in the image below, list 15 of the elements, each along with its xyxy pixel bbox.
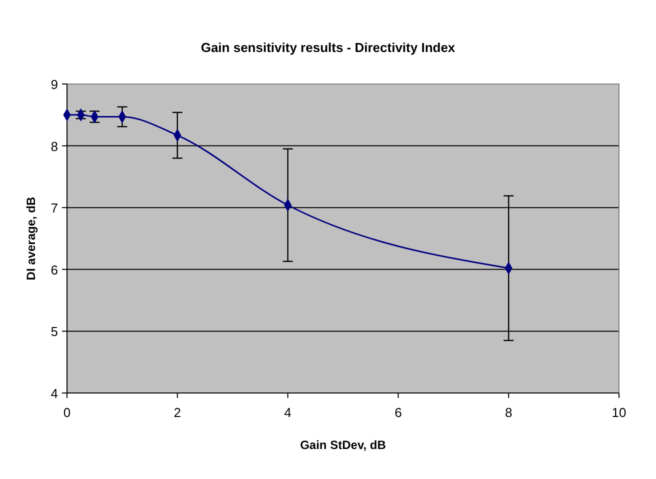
y-tick-label: 8 [50,138,58,154]
chart-title: Gain sensitivity results - Directivity Index [200,40,456,55]
y-tick-label: 7 [50,200,58,216]
y-tick-label: 9 [50,77,58,92]
y-tick-label: 4 [50,386,58,401]
x-tick-label: 2 [174,405,182,420]
y-axis-title: DI average, dB [24,196,38,280]
x-axis-title: Gain StDev, dB [300,438,386,452]
x-tick-label: 10 [612,405,626,420]
y-tick-label: 5 [50,324,58,340]
x-tick-label: 8 [504,405,512,420]
x-tick-label: 4 [284,405,292,420]
x-tick-label: 6 [394,405,402,420]
x-tick-label: 0 [63,405,71,420]
y-tick-label: 6 [50,262,58,278]
